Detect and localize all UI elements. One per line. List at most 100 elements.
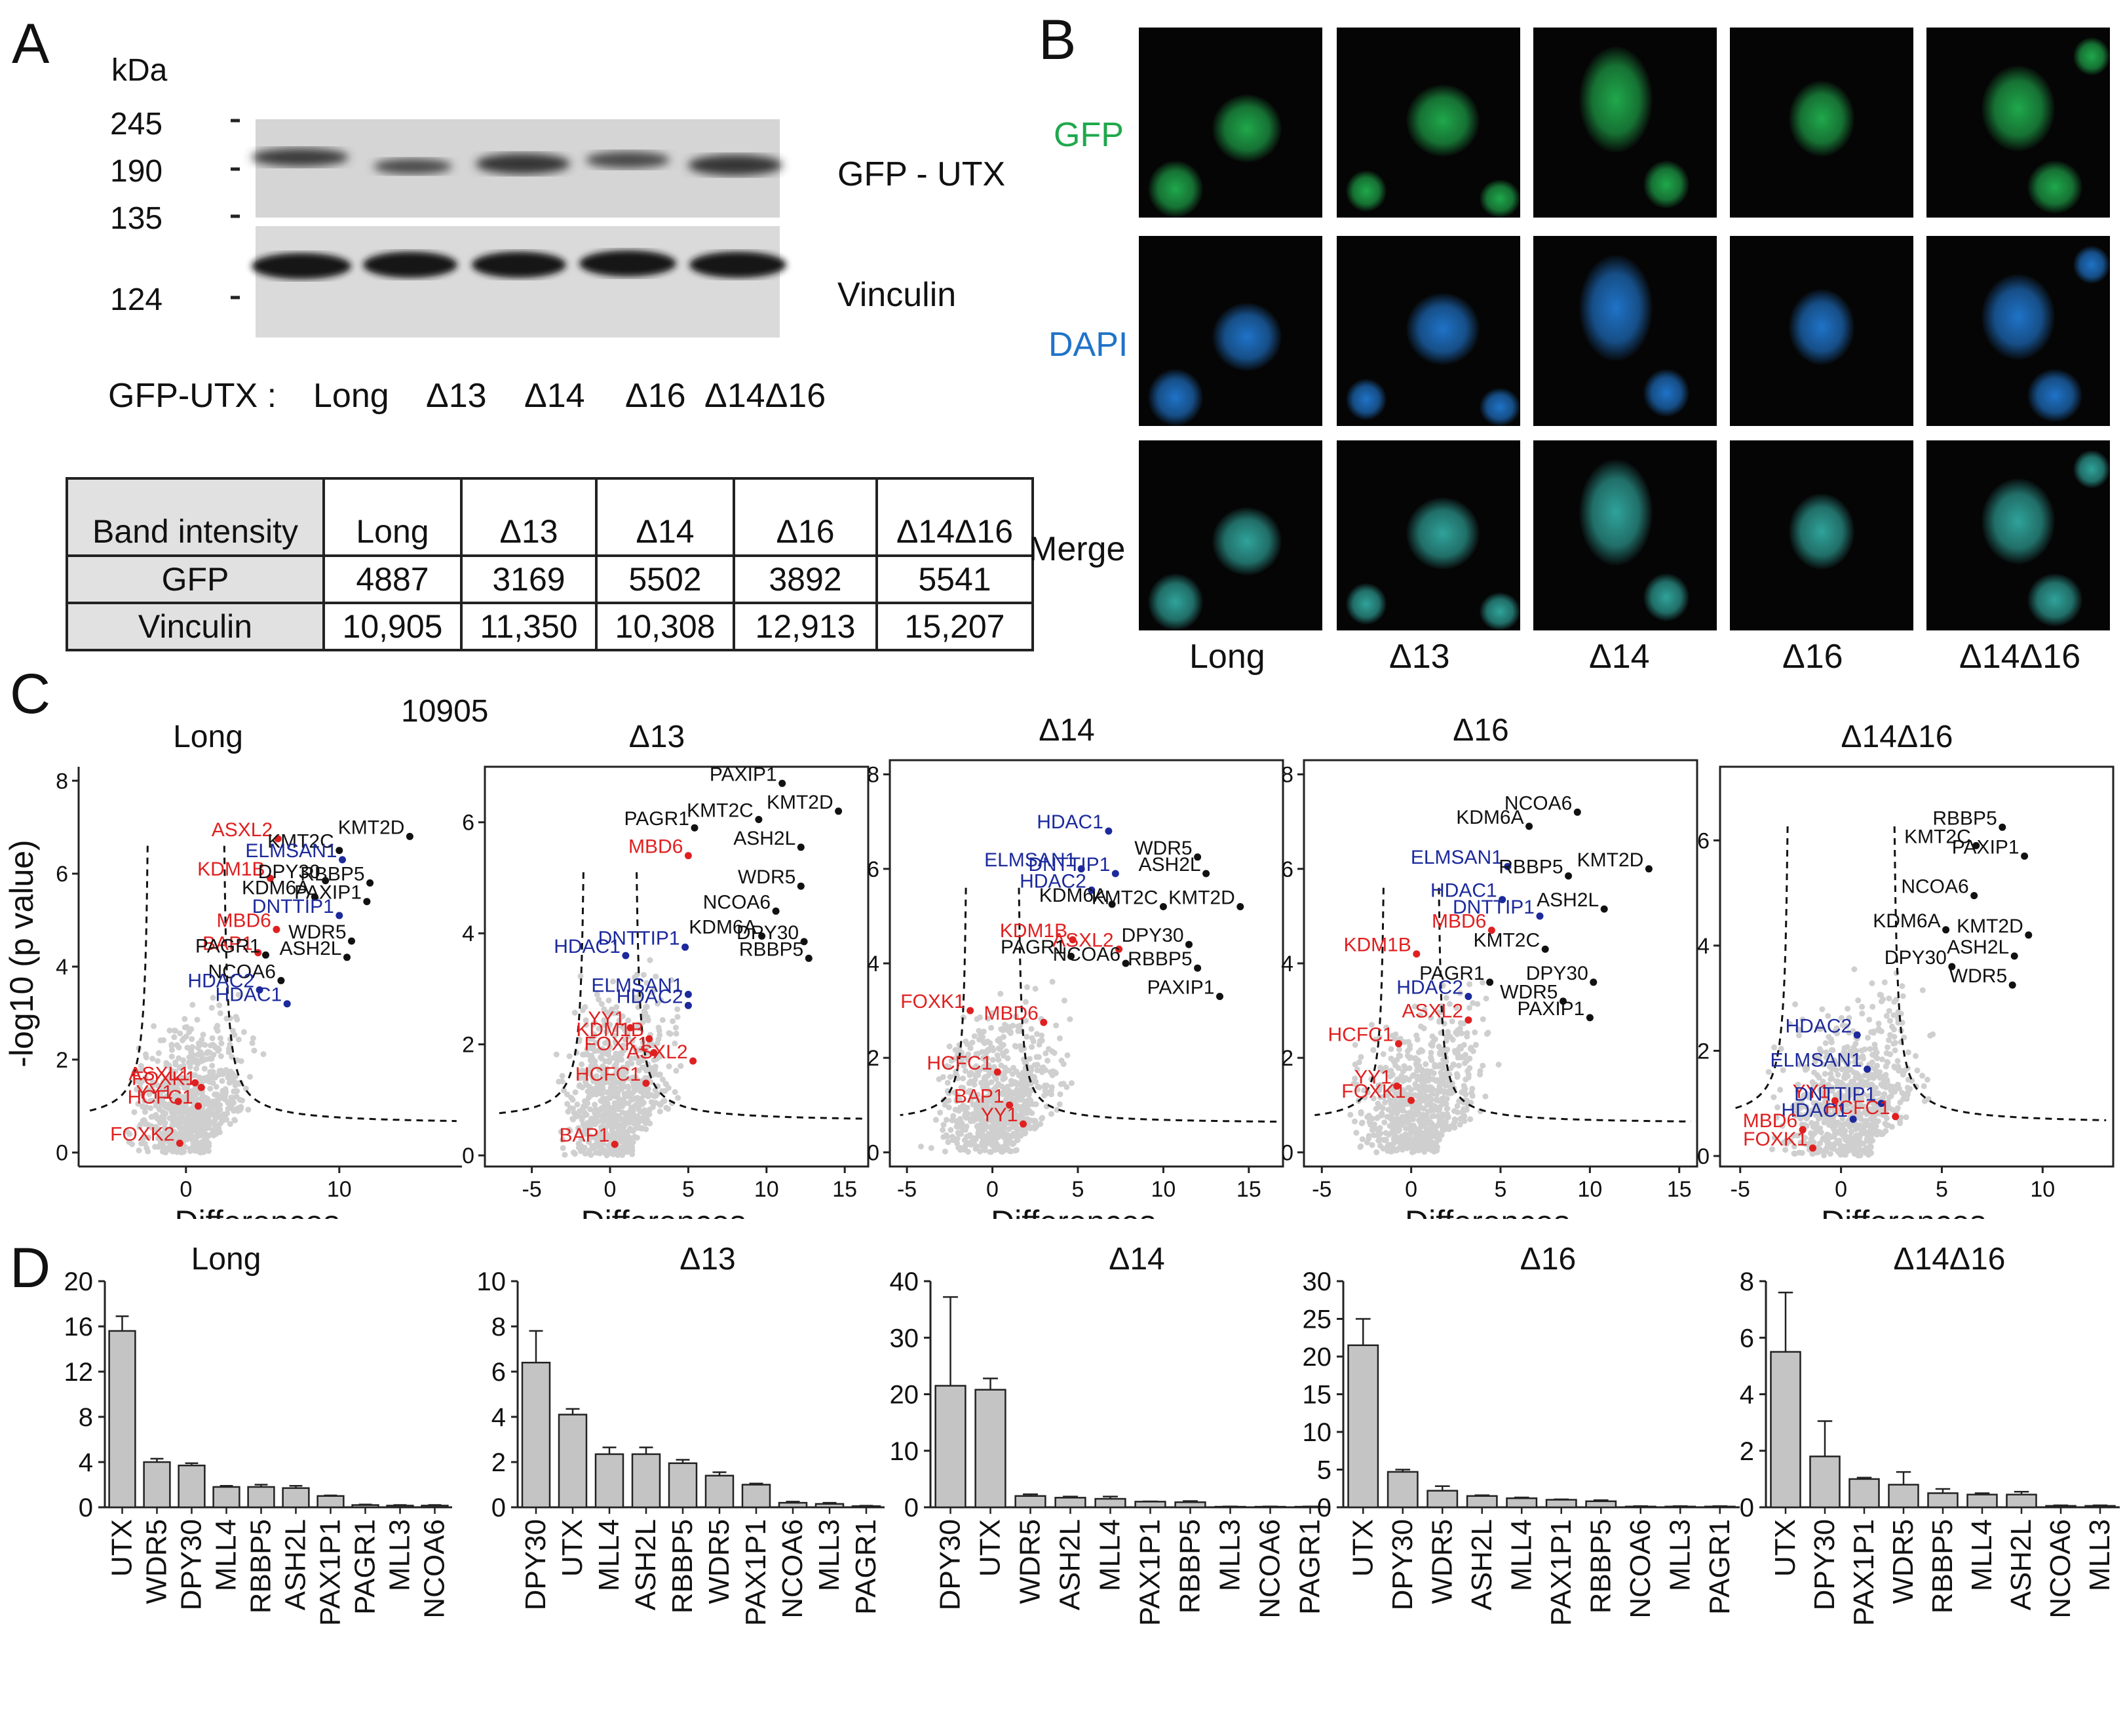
background-point xyxy=(136,1148,142,1153)
background-point xyxy=(231,1108,237,1114)
background-point xyxy=(1874,1055,1881,1062)
background-point xyxy=(661,1098,668,1104)
background-point xyxy=(560,1145,566,1151)
background-point xyxy=(609,1110,616,1116)
background-point xyxy=(940,1121,947,1128)
table-cell: 3169 xyxy=(460,554,598,604)
background-point xyxy=(1805,1094,1812,1100)
background-point xyxy=(1862,1046,1868,1052)
table-cell: 4887 xyxy=(322,554,463,604)
background-point xyxy=(602,1134,609,1141)
background-point xyxy=(193,1057,199,1064)
background-point xyxy=(612,1026,619,1033)
background-point xyxy=(1398,1073,1405,1079)
background-point xyxy=(632,1055,639,1061)
background-point xyxy=(1841,1084,1848,1090)
background-point xyxy=(206,1049,213,1056)
background-point xyxy=(985,1016,991,1022)
bar xyxy=(1888,1484,1919,1509)
background-point xyxy=(1358,1110,1364,1117)
background-point xyxy=(172,1059,179,1066)
protein-label: KMT2D xyxy=(1577,849,1644,871)
protein-label: KDM6A xyxy=(242,878,309,899)
background-point xyxy=(591,1109,598,1115)
background-point xyxy=(1003,1022,1009,1029)
background-point xyxy=(202,1095,208,1102)
protein-label: DPY30 xyxy=(1885,947,1947,969)
background-point xyxy=(1831,1134,1837,1140)
y-tick-label: 20 xyxy=(64,1267,94,1296)
background-point xyxy=(986,1062,992,1068)
background-point xyxy=(1025,1092,1032,1098)
protein-point xyxy=(626,1024,634,1032)
background-point xyxy=(242,1085,249,1092)
background-point xyxy=(1858,1129,1865,1136)
category-label: PAX1P1 xyxy=(740,1519,772,1626)
background-point xyxy=(1888,1092,1894,1099)
background-point xyxy=(583,1022,590,1028)
bar xyxy=(212,1486,240,1509)
background-point xyxy=(1833,1067,1839,1073)
plot-frame xyxy=(484,765,870,1168)
background-point xyxy=(142,1109,148,1115)
y-tick-label: 4 xyxy=(56,955,68,980)
background-point xyxy=(619,1056,625,1063)
background-point xyxy=(1854,1086,1861,1092)
background-point xyxy=(1352,1118,1358,1125)
protein-point xyxy=(1067,952,1075,960)
background-point xyxy=(994,1052,1001,1058)
background-point xyxy=(951,1089,958,1096)
background-point xyxy=(663,1081,670,1087)
background-point xyxy=(1850,1106,1857,1112)
chart-title: Δ13 xyxy=(680,1242,735,1277)
x-axis-label: Differences xyxy=(581,1204,746,1219)
background-point xyxy=(672,1024,679,1031)
category-label: RBBP5 xyxy=(1174,1519,1206,1613)
category-label: MLL3 xyxy=(1664,1519,1696,1591)
background-point xyxy=(636,1021,642,1028)
background-point xyxy=(1822,1071,1828,1077)
cell-nucleus xyxy=(1406,497,1480,570)
background-point xyxy=(1814,1106,1821,1113)
background-point xyxy=(567,1105,573,1111)
background-point xyxy=(174,1123,181,1128)
background-point xyxy=(1060,1061,1067,1068)
background-point xyxy=(1034,1067,1041,1073)
background-point xyxy=(1375,1137,1382,1144)
bar xyxy=(1506,1497,1538,1509)
background-point xyxy=(169,1115,176,1122)
background-point xyxy=(1782,1147,1789,1153)
background-point xyxy=(609,1115,615,1121)
background-point xyxy=(1803,1067,1809,1073)
background-point xyxy=(1841,1048,1847,1054)
protein-label: WDR5 xyxy=(1949,965,2007,987)
background-point xyxy=(1049,978,1056,985)
background-point xyxy=(1890,1084,1897,1090)
background-point xyxy=(1036,1084,1043,1090)
background-point xyxy=(1822,1111,1828,1118)
category-label: PAGR1 xyxy=(850,1519,882,1615)
y-tick-label: 0 xyxy=(1317,1494,1331,1522)
background-point xyxy=(1841,1121,1847,1128)
protein-label: PAXIP1 xyxy=(294,882,362,904)
category-label: UTX xyxy=(974,1519,1006,1577)
background-point xyxy=(1375,1114,1381,1121)
background-point xyxy=(957,1096,963,1103)
bar xyxy=(108,1330,136,1509)
background-point xyxy=(1427,1127,1434,1133)
protein-point xyxy=(1892,1113,1900,1121)
background-point xyxy=(582,1150,588,1157)
background-point xyxy=(598,1001,605,1007)
protein-point xyxy=(1202,870,1210,878)
background-point xyxy=(623,1069,630,1075)
protein-point xyxy=(1465,993,1472,1000)
protein-label: KMT2D xyxy=(338,817,405,838)
background-point xyxy=(1404,1052,1411,1059)
background-point xyxy=(1425,1077,1432,1084)
protein-label: HDAC2 xyxy=(1020,870,1086,892)
background-point xyxy=(1859,1011,1866,1017)
background-point xyxy=(1854,1053,1860,1060)
cell-nucleus xyxy=(1480,592,1520,630)
x-tick-label: 5 xyxy=(1936,1177,1948,1202)
